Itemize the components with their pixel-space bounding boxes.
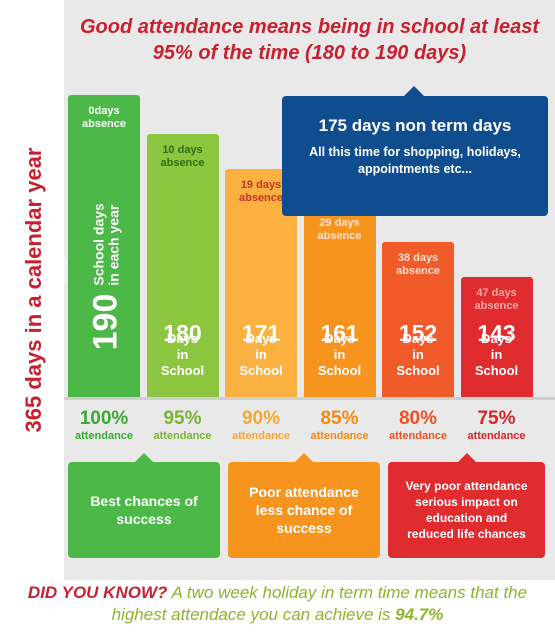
- absence-label: 19 days absence: [238, 178, 284, 204]
- callout-text: All this time for shopping, holidays, ap…: [309, 145, 521, 176]
- days-number: 143: [477, 320, 516, 346]
- attendance-percent: 100% attendance: [64, 408, 144, 442]
- days-number: 180: [163, 320, 202, 346]
- percent-label: attendance: [467, 430, 526, 442]
- percent-label: attendance: [74, 430, 134, 442]
- bar-85pct: 29 days absence 161 Days in School: [303, 207, 376, 397]
- days-label: Days in School: [317, 331, 362, 378]
- did-you-know: DID YOU KNOW?: [27, 583, 168, 602]
- absence-label: 0days absence: [81, 105, 127, 130]
- attendance-percent: 90% attendance: [221, 408, 301, 442]
- footer-text: A two week holiday in term time means th…: [111, 583, 528, 624]
- absence-label: 10 days absence: [160, 143, 205, 169]
- attendance-percent: 80% attendance: [378, 408, 458, 442]
- side-label: 365 days in a calendar year: [21, 147, 46, 433]
- days-number: 152: [398, 320, 438, 346]
- footer: DID YOU KNOW? A two week holiday in term…: [0, 582, 555, 626]
- bar-75pct: 47 days absence 143 Days in School: [460, 277, 533, 397]
- outcome-box: Best chances of success: [68, 462, 220, 558]
- percent-label: attendance: [231, 430, 291, 442]
- days-label: Days in School: [239, 331, 283, 378]
- absence-label: 29 days absence: [317, 217, 362, 243]
- bar-80pct: 38 days absence 152 Days in School: [382, 242, 454, 397]
- days-label: Days in School: [160, 331, 205, 378]
- bars-area: 0days absence 190 School days in each year…: [64, 0, 555, 397]
- percent-value: 90%: [241, 408, 281, 429]
- callout-arrow-icon: [402, 86, 426, 98]
- attendance-percent: 85% attendance: [300, 408, 380, 442]
- outcome-box: Poor attendance less chance of success: [228, 462, 380, 558]
- days-number: 161: [320, 320, 359, 346]
- callout-title: 175 days non term days: [318, 116, 512, 135]
- divider: [64, 397, 555, 400]
- percent-label: attendance: [388, 430, 448, 442]
- box-pointer-icon: [135, 453, 153, 462]
- percent-value: 80%: [398, 408, 438, 429]
- days-number: 171: [241, 320, 281, 346]
- headline: Good attendance means being in school at…: [80, 16, 539, 64]
- days-number: 190: [86, 293, 125, 351]
- percent-label: attendance: [310, 430, 369, 442]
- percent-value: 95%: [163, 408, 202, 429]
- percent-value: 100%: [79, 408, 129, 429]
- footer-highlight: 94.7%: [395, 605, 444, 624]
- attendance-percent: 75% attendance: [457, 408, 537, 442]
- percent-value: 85%: [320, 408, 359, 429]
- days-label: Days in School: [474, 331, 519, 378]
- sidebar: 365 days in a calendar year: [0, 0, 64, 580]
- attendance-percent: 95% attendance: [143, 408, 223, 442]
- absence-label: 38 days absence: [395, 252, 441, 278]
- box-pointer-icon: [457, 453, 476, 462]
- percent-value: 75%: [477, 408, 516, 429]
- days-label: School days in each year: [90, 203, 121, 286]
- percent-label: attendance: [153, 430, 212, 442]
- bar-95pct: 10 days absence 180 Days in School: [146, 133, 219, 397]
- days-label: Days in School: [396, 331, 440, 378]
- box-pointer-icon: [295, 453, 313, 462]
- school-days-vertical: 190 School days in each year: [78, 163, 138, 383]
- bar-100pct: 0days absence 190 School days in each year: [68, 95, 140, 397]
- absence-label: 47 days absence: [474, 287, 519, 312]
- outcome-box: Very poor attendance serious impact on e…: [388, 462, 545, 558]
- non-term-callout: 175 days non term days All this time for…: [282, 96, 548, 216]
